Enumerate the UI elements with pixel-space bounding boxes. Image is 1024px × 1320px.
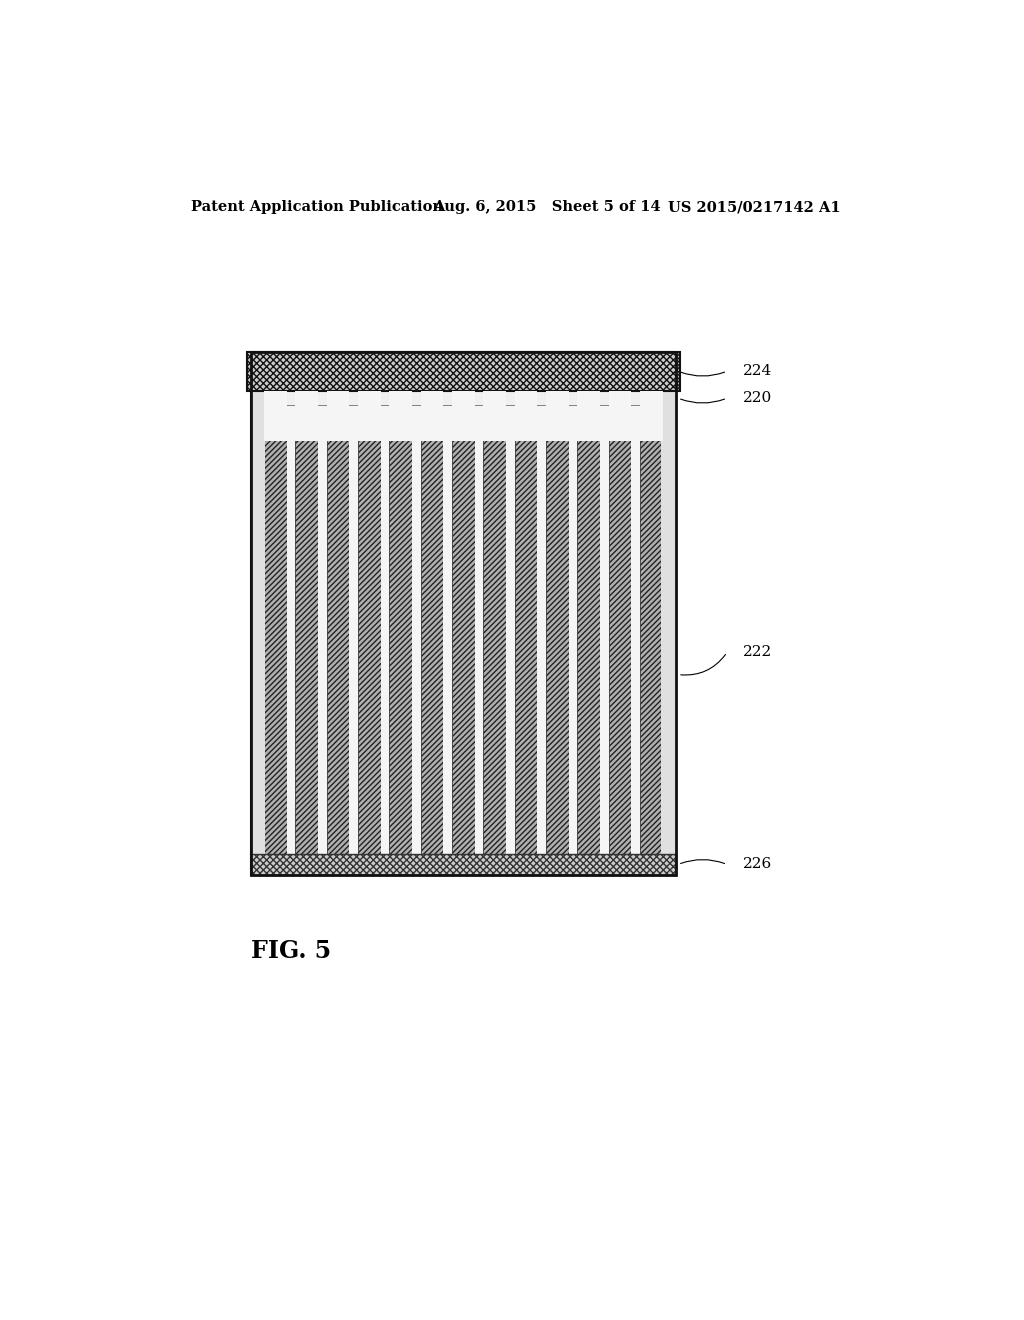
Bar	[295, 391, 318, 405]
Bar	[358, 405, 381, 854]
Text: 220: 220	[743, 391, 772, 405]
Bar	[546, 391, 568, 405]
Bar	[600, 405, 608, 854]
Bar	[546, 405, 568, 854]
Text: 224: 224	[743, 364, 772, 378]
Bar	[662, 391, 676, 854]
Bar	[255, 391, 672, 405]
Bar	[452, 405, 475, 441]
Text: FIG. 5: FIG. 5	[251, 940, 331, 964]
Bar	[538, 405, 546, 854]
Bar	[421, 391, 443, 405]
Text: Patent Application Publication: Patent Application Publication	[191, 201, 443, 214]
Bar	[475, 405, 483, 854]
Bar	[318, 405, 327, 854]
Text: 226: 226	[743, 858, 772, 871]
Bar	[295, 405, 318, 854]
Text: US 2015/0217142 A1: US 2015/0217142 A1	[668, 201, 841, 214]
Bar	[578, 391, 600, 405]
Bar	[640, 405, 663, 441]
Bar	[327, 391, 349, 405]
Text: Aug. 6, 2015   Sheet 5 of 14: Aug. 6, 2015 Sheet 5 of 14	[433, 201, 662, 214]
Bar	[381, 405, 389, 854]
Bar	[264, 405, 287, 854]
Bar	[255, 405, 264, 854]
Bar	[443, 405, 452, 854]
Bar	[251, 391, 265, 854]
Bar	[483, 405, 506, 854]
Bar	[349, 405, 358, 854]
Bar	[412, 405, 421, 854]
Bar	[452, 405, 475, 854]
Bar	[568, 405, 578, 854]
Bar	[506, 405, 515, 854]
Bar	[640, 391, 663, 405]
Bar	[421, 405, 443, 854]
Bar	[251, 854, 676, 875]
Bar	[251, 351, 676, 875]
Bar	[452, 391, 475, 405]
Bar	[264, 405, 287, 441]
Bar	[264, 391, 287, 405]
Bar	[515, 405, 538, 441]
Bar	[608, 391, 632, 405]
Bar	[255, 405, 672, 854]
Bar	[578, 405, 600, 854]
Bar	[287, 405, 295, 854]
Bar	[389, 405, 412, 854]
Bar	[295, 405, 318, 441]
Bar	[640, 405, 663, 854]
Bar	[546, 405, 568, 441]
Bar	[358, 405, 381, 441]
Bar	[608, 405, 632, 441]
Bar	[483, 391, 506, 405]
Bar	[515, 391, 538, 405]
Bar	[327, 405, 349, 854]
Bar	[608, 405, 632, 854]
Bar	[327, 405, 349, 441]
Bar	[247, 351, 680, 391]
Bar	[389, 391, 412, 405]
Bar	[421, 405, 443, 441]
Text: 222: 222	[743, 645, 772, 659]
Bar	[483, 405, 506, 441]
Bar	[663, 405, 672, 854]
Bar	[358, 391, 381, 405]
Bar	[578, 405, 600, 441]
Bar	[251, 351, 676, 875]
Bar	[632, 405, 640, 854]
Bar	[389, 405, 412, 441]
Bar	[515, 405, 538, 854]
